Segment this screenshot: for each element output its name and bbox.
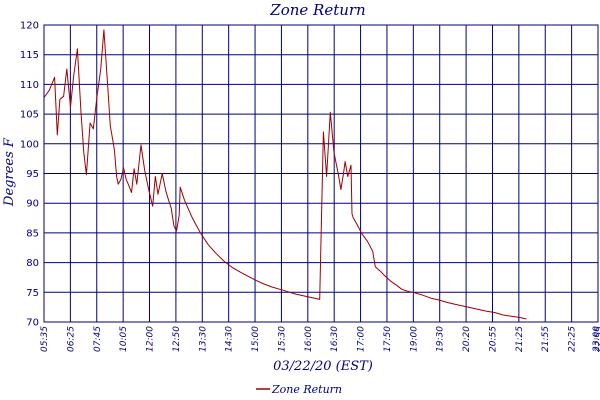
x-tick-label: 16:00 <box>304 326 314 352</box>
y-tick-label: 70 <box>26 318 39 329</box>
x-tick-label: 12:50 <box>172 326 182 352</box>
series-line-zone-return <box>43 29 527 320</box>
legend-label-zone-return: Zone Return <box>271 383 342 396</box>
x-tick-label: 15:30 <box>277 326 287 352</box>
x-tick-label: 07:45 <box>93 326 103 352</box>
x-axis-label: 03/22/20 (EST) <box>273 359 373 374</box>
plot-frame <box>43 24 599 323</box>
x-tick-label: 15:00 <box>251 326 261 352</box>
x-tick-label: 16:30 <box>330 326 340 352</box>
x-tick-label: 14:30 <box>225 326 235 352</box>
chart-title: Zone Return <box>269 1 365 19</box>
x-tick-label: 22:55 <box>594 326 600 352</box>
y-tick-label: 100 <box>20 139 39 150</box>
x-tick-label: 17:00 <box>357 326 367 352</box>
series-layer <box>43 29 527 320</box>
y-tick-label: 80 <box>26 258 39 269</box>
y-tick-label: 95 <box>26 169 39 180</box>
x-tick-labels: 05:35 06:25 07:45 10:05 12:00 12:50 13:30 14:30… <box>40 326 600 352</box>
legend: Zone Return <box>256 383 342 396</box>
x-tick-label: 22:25 <box>568 326 578 352</box>
x-tick-label: 06:25 <box>66 326 76 352</box>
x-tick-label: 21:25 <box>515 326 525 352</box>
y-tick-label: 120 <box>20 21 39 32</box>
y-tick-label: 115 <box>20 50 39 61</box>
x-tick-label: 05:35 <box>40 326 50 352</box>
x-tick-label: 20:55 <box>488 326 498 352</box>
y-tick-label: 90 <box>26 199 39 210</box>
x-tick-label: 12:00 <box>146 326 156 352</box>
x-tick-label: 13:30 <box>198 326 208 352</box>
x-tick-label: 23:00 <box>592 326 600 352</box>
y-tick-label: 110 <box>20 80 39 91</box>
x-tick-label: 20:20 <box>462 326 472 352</box>
x-tick-label: 10:05 <box>119 326 129 352</box>
x-tick-label: 19:00 <box>409 326 419 352</box>
y-tick-labels: 70 75 80 85 90 95 100 105 110 115 120 <box>20 21 39 329</box>
x-tick-label: 21:55 <box>541 326 551 352</box>
x-tick-label: 19:30 <box>436 326 446 352</box>
x-tick-label: 17:50 <box>383 326 393 352</box>
y-tick-label: 85 <box>26 228 39 239</box>
y-tick-label: 75 <box>26 288 39 299</box>
y-tick-label: 105 <box>20 110 39 121</box>
y-axis-label: Degrees F <box>2 137 17 207</box>
